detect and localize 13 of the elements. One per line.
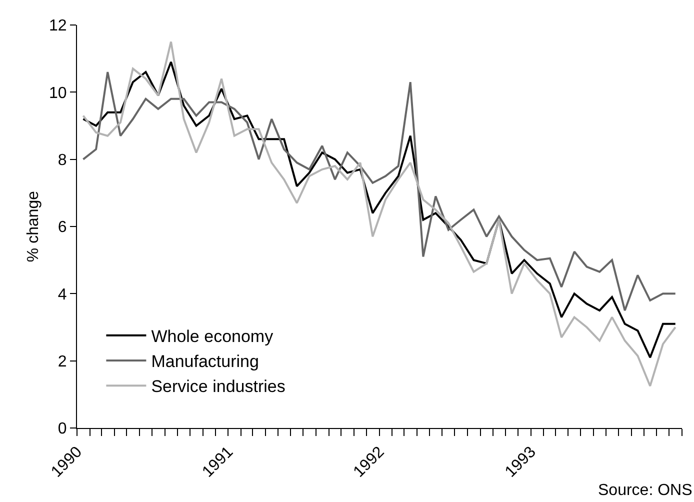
source-note: Source: ONS [598,482,692,499]
y-tick-label: 8 [58,152,67,169]
line-series [82,71,676,312]
y-axis-title: % change [24,190,42,262]
y-tick-label: 10 [49,84,67,102]
y-tick-label: 4 [58,286,67,304]
y-tick-label: 0 [58,420,67,438]
y-tick-label: 12 [49,18,67,35]
y-tick-label: 2 [58,353,67,370]
legend-label: Manufacturing [151,352,259,372]
legend-label: Whole economy [151,327,274,346]
y-tick-label: 6 [58,219,67,236]
legend-label: Service industries [151,377,286,396]
